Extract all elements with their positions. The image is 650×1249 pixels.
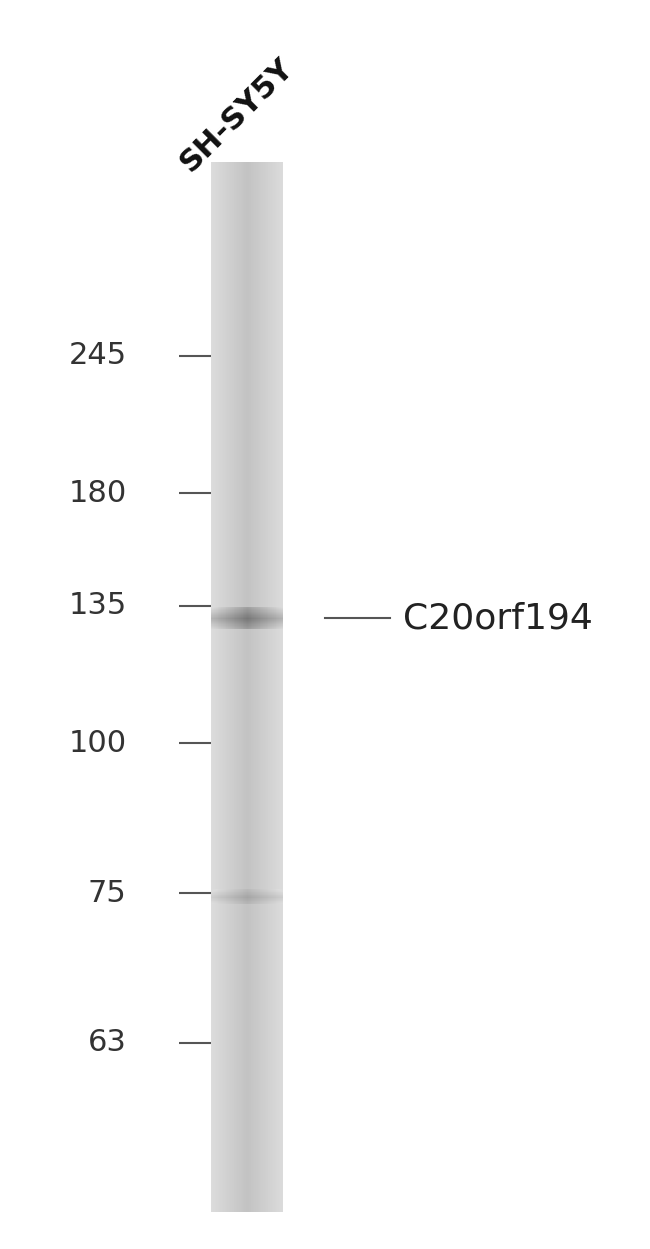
Bar	[275, 162, 276, 1212]
Bar	[256, 162, 257, 1212]
Bar	[239, 162, 240, 1212]
Bar	[249, 162, 250, 1212]
Bar	[222, 162, 223, 1212]
Bar	[223, 162, 224, 1212]
Bar	[266, 162, 268, 1212]
Bar	[263, 162, 264, 1212]
Bar	[214, 162, 215, 1212]
Text: SH-SY5Y: SH-SY5Y	[174, 52, 299, 177]
Bar	[242, 162, 244, 1212]
Bar	[268, 162, 269, 1212]
Bar	[271, 162, 272, 1212]
Text: 135: 135	[68, 591, 127, 621]
Bar	[212, 162, 213, 1212]
Bar	[226, 162, 228, 1212]
Bar	[252, 162, 254, 1212]
Bar	[276, 162, 278, 1212]
Bar	[233, 162, 235, 1212]
Bar	[238, 162, 239, 1212]
Bar	[273, 162, 274, 1212]
Bar	[262, 162, 263, 1212]
Bar	[251, 162, 252, 1212]
Bar	[213, 162, 214, 1212]
Text: 63: 63	[88, 1028, 127, 1058]
Bar	[280, 162, 281, 1212]
Bar	[216, 162, 218, 1212]
Bar	[237, 162, 238, 1212]
Bar	[218, 162, 219, 1212]
Bar	[265, 162, 266, 1212]
Bar	[248, 162, 249, 1212]
Bar	[259, 162, 261, 1212]
Bar	[274, 162, 275, 1212]
Text: 245: 245	[69, 341, 127, 371]
Bar	[235, 162, 237, 1212]
Bar	[247, 162, 248, 1212]
Bar	[225, 162, 226, 1212]
Bar	[272, 162, 273, 1212]
Bar	[244, 162, 245, 1212]
Bar	[229, 162, 230, 1212]
Bar	[270, 162, 271, 1212]
Bar	[228, 162, 229, 1212]
Text: 180: 180	[68, 478, 127, 508]
Bar	[269, 162, 270, 1212]
Bar	[264, 162, 265, 1212]
Bar	[250, 162, 251, 1212]
Bar	[221, 162, 222, 1212]
Bar	[278, 162, 280, 1212]
Bar	[232, 162, 233, 1212]
Bar	[254, 162, 255, 1212]
Bar	[255, 162, 256, 1212]
Bar	[261, 162, 262, 1212]
Bar	[257, 162, 259, 1212]
Text: 75: 75	[88, 878, 127, 908]
Bar	[282, 162, 283, 1212]
Bar	[211, 162, 212, 1212]
Bar	[227, 162, 228, 1212]
Text: C20orf194: C20orf194	[403, 601, 593, 636]
Bar	[220, 162, 221, 1212]
Bar	[214, 162, 216, 1212]
Bar	[219, 162, 220, 1212]
Bar	[245, 162, 246, 1212]
Bar	[230, 162, 231, 1212]
Bar	[246, 162, 247, 1212]
Bar	[224, 162, 225, 1212]
Bar	[243, 162, 244, 1212]
Bar	[231, 162, 232, 1212]
Bar	[240, 162, 242, 1212]
Text: 100: 100	[69, 728, 127, 758]
Bar	[281, 162, 282, 1212]
